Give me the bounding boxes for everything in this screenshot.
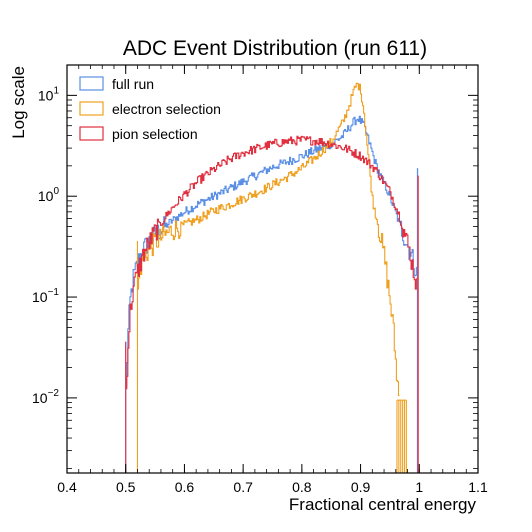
series-line [137,82,400,397]
y-axis: 10−2 10−1 100 101 [32,64,478,469]
x-tick-label: 1 [415,479,423,495]
x-tick-label: 0.8 [292,479,312,495]
x-tick-label: 1.1 [468,479,488,495]
x-tick-label: 0.9 [351,479,371,495]
x-axis-label: Fractional central energy [289,495,477,514]
plot-series [125,82,419,473]
y-tick-label: 10−1 [32,287,59,305]
series-electron-selection [136,82,407,473]
y-axis-label: Log scale [9,66,28,139]
plot-frame [66,64,479,474]
legend-label: full run [112,76,154,92]
legend-swatch [79,101,104,116]
x-tick-label: 0.4 [57,479,77,495]
x-tick-label: 0.7 [233,479,253,495]
y-tick-label: 10−2 [32,388,59,406]
legend-swatch [79,76,104,91]
x-axis: 0.4 0.5 0.6 0.7 0.8 0.9 1 1.1 [57,65,488,495]
legend-label: pion selection [112,126,198,142]
legend-label: electron selection [112,101,221,117]
y-tick-label: 100 [38,186,60,204]
legend-swatch [79,126,104,141]
series-line [125,115,418,388]
chart-title: ADC Event Distribution (run 611) [123,37,427,60]
x-tick-label: 0.5 [116,479,136,495]
x-tick-label: 0.6 [175,479,195,495]
series-line [125,135,418,390]
y-tick-label: 101 [38,85,60,103]
legend: full run electron selection pion selection [79,76,221,142]
series-pion-selection [125,135,419,473]
